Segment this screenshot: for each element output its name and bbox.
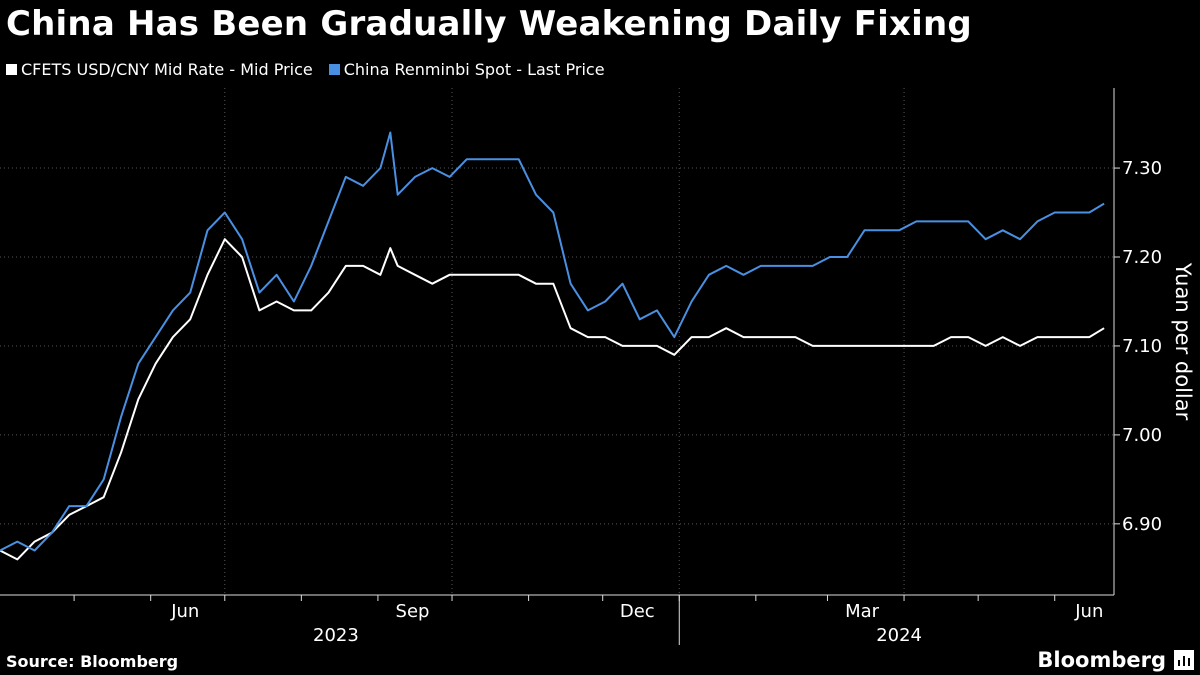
- legend-item-spot: China Renminbi Spot - Last Price: [328, 60, 605, 79]
- source-note: Source: Bloomberg: [6, 652, 179, 671]
- x-tick-label: Jun: [1074, 601, 1103, 622]
- y-tick-label: 7.30: [1122, 158, 1162, 179]
- series-layer: [0, 131, 1105, 561]
- series-line-cfets-mid-rate: [0, 238, 1105, 561]
- x-year-label: 2024: [876, 625, 922, 646]
- series-line-renminbi-spot: [0, 131, 1105, 552]
- x-tick-label: Mar: [845, 601, 880, 622]
- y-tick-label: 6.90: [1122, 514, 1162, 535]
- legend-swatch-cfets: [6, 64, 17, 75]
- legend: CFETS USD/CNY Mid Rate - Mid Price China…: [6, 60, 605, 79]
- legend-label-spot: China Renminbi Spot - Last Price: [343, 60, 605, 79]
- y-tick-label: 7.20: [1122, 247, 1162, 268]
- legend-label-cfets: CFETS USD/CNY Mid Rate - Mid Price: [21, 60, 313, 79]
- legend-swatch-spot: [328, 64, 340, 75]
- x-tick-label: Dec: [620, 601, 655, 622]
- bloomberg-logo: Bloomberg: [1037, 648, 1166, 672]
- y-axis-title: Yuan per dollar: [1171, 262, 1195, 421]
- chart-title: China Has Been Gradually Weakening Daily…: [6, 4, 972, 44]
- axes: 6.90 7.00 7.10 7.20 7.30 Jun Sep Dec Mar Jun 2023 2…: [0, 88, 1195, 646]
- bloomberg-chart-icon: [1174, 650, 1194, 670]
- x-tick-label: Jun: [170, 601, 199, 622]
- legend-item-cfets: CFETS USD/CNY Mid Rate - Mid Price: [6, 60, 313, 79]
- x-year-label: 2023: [313, 625, 359, 646]
- grid-lines: [0, 88, 1114, 595]
- y-tick-label: 7.10: [1122, 336, 1162, 357]
- y-tick-label: 7.00: [1122, 425, 1162, 446]
- x-tick-label: Sep: [396, 601, 430, 622]
